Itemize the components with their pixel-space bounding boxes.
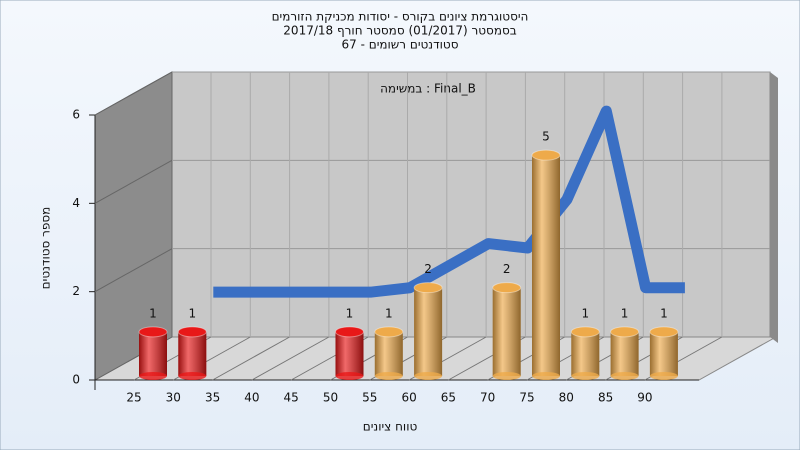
bar-bottom	[139, 372, 167, 380]
grid-line	[251, 336, 330, 381]
bar-shade	[414, 287, 443, 376]
x-tick-label: 75	[519, 391, 534, 405]
data-label: 2	[503, 262, 511, 276]
y-tick-label: 0	[72, 373, 80, 387]
bar-bottom	[178, 372, 207, 380]
x-tick-label: 90	[637, 391, 652, 405]
x-tick-label: 50	[323, 391, 338, 405]
x-tick-label: 65	[441, 391, 456, 405]
bar-top	[413, 282, 443, 294]
annotation: במשימה : Final_B	[380, 82, 476, 96]
bar-bottom	[492, 372, 521, 380]
bar-top	[374, 326, 404, 338]
y-tick-label: 4	[72, 196, 80, 210]
bar-shade	[571, 331, 600, 376]
data-label: 2	[424, 262, 432, 276]
data-label: 1	[188, 306, 196, 320]
wall-edge	[770, 72, 778, 343]
bar	[492, 282, 522, 380]
x-tick-label: 25	[126, 391, 141, 405]
x-tick-label: 85	[598, 391, 613, 405]
bar-shade	[335, 331, 364, 376]
x-tick-label: 30	[166, 391, 181, 405]
grid-line	[94, 71, 173, 116]
data-label: 1	[385, 306, 393, 320]
data-label: 1	[149, 306, 157, 320]
bar-bottom	[649, 372, 678, 380]
bar	[649, 326, 679, 380]
bar	[374, 326, 404, 380]
bar-top	[177, 326, 207, 338]
bar-bottom	[571, 372, 600, 380]
grid-line	[212, 336, 290, 381]
bar	[335, 326, 364, 380]
bar	[177, 326, 207, 380]
bar-shade	[374, 331, 403, 376]
x-tick-label: 55	[362, 391, 377, 405]
bar-top	[492, 282, 522, 294]
x-tick-label: 70	[480, 391, 495, 405]
bar-top	[335, 326, 364, 338]
bar-top	[649, 326, 679, 338]
y-tick-label: 6	[72, 108, 80, 122]
bar-shade	[139, 331, 167, 376]
bar-shade	[492, 287, 521, 376]
y-tick-label: 2	[72, 284, 80, 298]
data-label: 1	[621, 306, 629, 320]
grid-line	[94, 159, 173, 204]
x-tick-label: 40	[244, 391, 259, 405]
bar-top	[570, 326, 600, 338]
bar-bottom	[374, 372, 403, 380]
bar-bottom	[414, 372, 443, 380]
bar-top	[531, 149, 561, 161]
bar-top	[610, 326, 640, 338]
x-tick-label: 80	[559, 391, 574, 405]
bar	[138, 326, 168, 380]
data-label: 1	[346, 306, 354, 320]
bar	[610, 326, 640, 380]
x-tick-label: 35	[205, 391, 220, 405]
bar-bottom	[532, 372, 560, 380]
bar-bottom	[335, 372, 364, 380]
grid-line	[94, 248, 173, 293]
x-tick-label: 45	[284, 391, 299, 405]
bar-bottom	[610, 372, 639, 380]
data-label: 5	[542, 130, 550, 144]
bar-top	[138, 326, 168, 338]
bar-shade	[649, 331, 678, 376]
data-label: 1	[581, 306, 589, 320]
bar-shade	[178, 331, 207, 376]
title-line: סטודנטים רשומים - 67	[341, 38, 458, 52]
bar	[570, 326, 600, 380]
title-line: היסטוגרמת ציונים בקורס - יסודות מכניקת ה…	[272, 10, 529, 24]
bar-shade	[610, 331, 639, 376]
bar	[413, 282, 443, 380]
bar-shade	[532, 155, 560, 376]
x-tick-label: 60	[401, 391, 416, 405]
data-label: 1	[660, 306, 668, 320]
trend-ribbon	[213, 105, 685, 298]
y-axis-label: מספר סטודנטים	[39, 207, 53, 290]
title-line: בסמסטר (01/2017) סמסטר חורף 2017/18	[283, 24, 516, 38]
bar	[531, 149, 561, 380]
x-axis-label: טווח ציונים	[363, 420, 418, 434]
